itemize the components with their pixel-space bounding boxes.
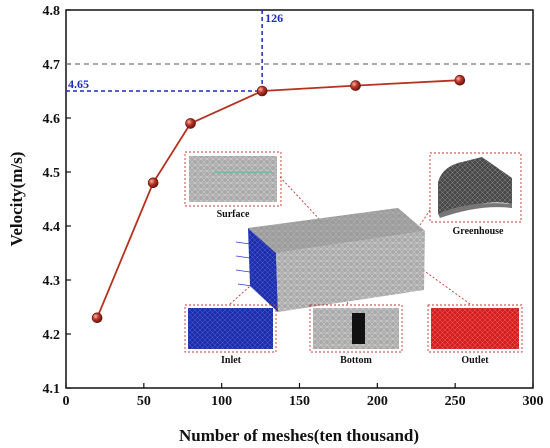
x-tick-label: 300 (523, 394, 544, 409)
y-tick-label: 4.3 (43, 274, 61, 289)
x-tick-label: 100 (211, 394, 232, 409)
data-point (256, 85, 268, 97)
x-tick-label: 250 (445, 394, 466, 409)
x-tick-label: 200 (367, 394, 388, 409)
outlet-caption: Outlet (461, 355, 489, 366)
x-axis-label: Number of meshes(ten thousand) (179, 426, 419, 445)
y-axis-ticks: 4.1 4.2 4.3 4.4 4.5 4.6 4.7 4.8 (43, 4, 71, 397)
series-line (96, 79, 460, 319)
y-axis-label: Velocity(m/s) (7, 152, 26, 247)
surface-caption: Surface (217, 209, 250, 220)
surface-inset: Surface (184, 151, 282, 220)
data-point (185, 118, 196, 129)
annotation-y-label: 4.65 (68, 77, 89, 91)
series-points (91, 74, 466, 324)
y-tick-label: 4.5 (43, 166, 61, 181)
mesh-domain-box (235, 208, 425, 312)
y-tick-label: 4.6 (43, 112, 61, 127)
y-tick-label: 4.7 (43, 58, 61, 73)
data-point (147, 177, 159, 189)
inlet-inset: Inlet (184, 304, 277, 366)
outlet-inset: Outlet (427, 304, 523, 366)
x-axis-ticks: 0 50 100 150 200 250 300 (63, 383, 544, 409)
x-tick-label: 150 (289, 394, 310, 409)
bottom-inset: Bottom (309, 304, 403, 366)
x-tick-label: 0 (63, 394, 70, 409)
y-tick-label: 4.1 (43, 382, 61, 397)
y-tick-label: 4.8 (43, 4, 61, 19)
bottom-caption: Bottom (340, 355, 372, 366)
y-tick-label: 4.4 (43, 220, 61, 235)
greenhouse-caption: Greenhouse (453, 226, 504, 237)
data-point (350, 80, 361, 91)
data-point (454, 74, 466, 86)
greenhouse-inset: Greenhouse (429, 152, 522, 237)
data-point (91, 312, 103, 324)
y-tick-label: 4.2 (43, 328, 61, 343)
annotation-x-label: 126 (265, 11, 283, 25)
annotation-guides: 126 4.65 (66, 10, 283, 92)
inlet-caption: Inlet (221, 355, 242, 366)
x-tick-label: 50 (137, 394, 151, 409)
